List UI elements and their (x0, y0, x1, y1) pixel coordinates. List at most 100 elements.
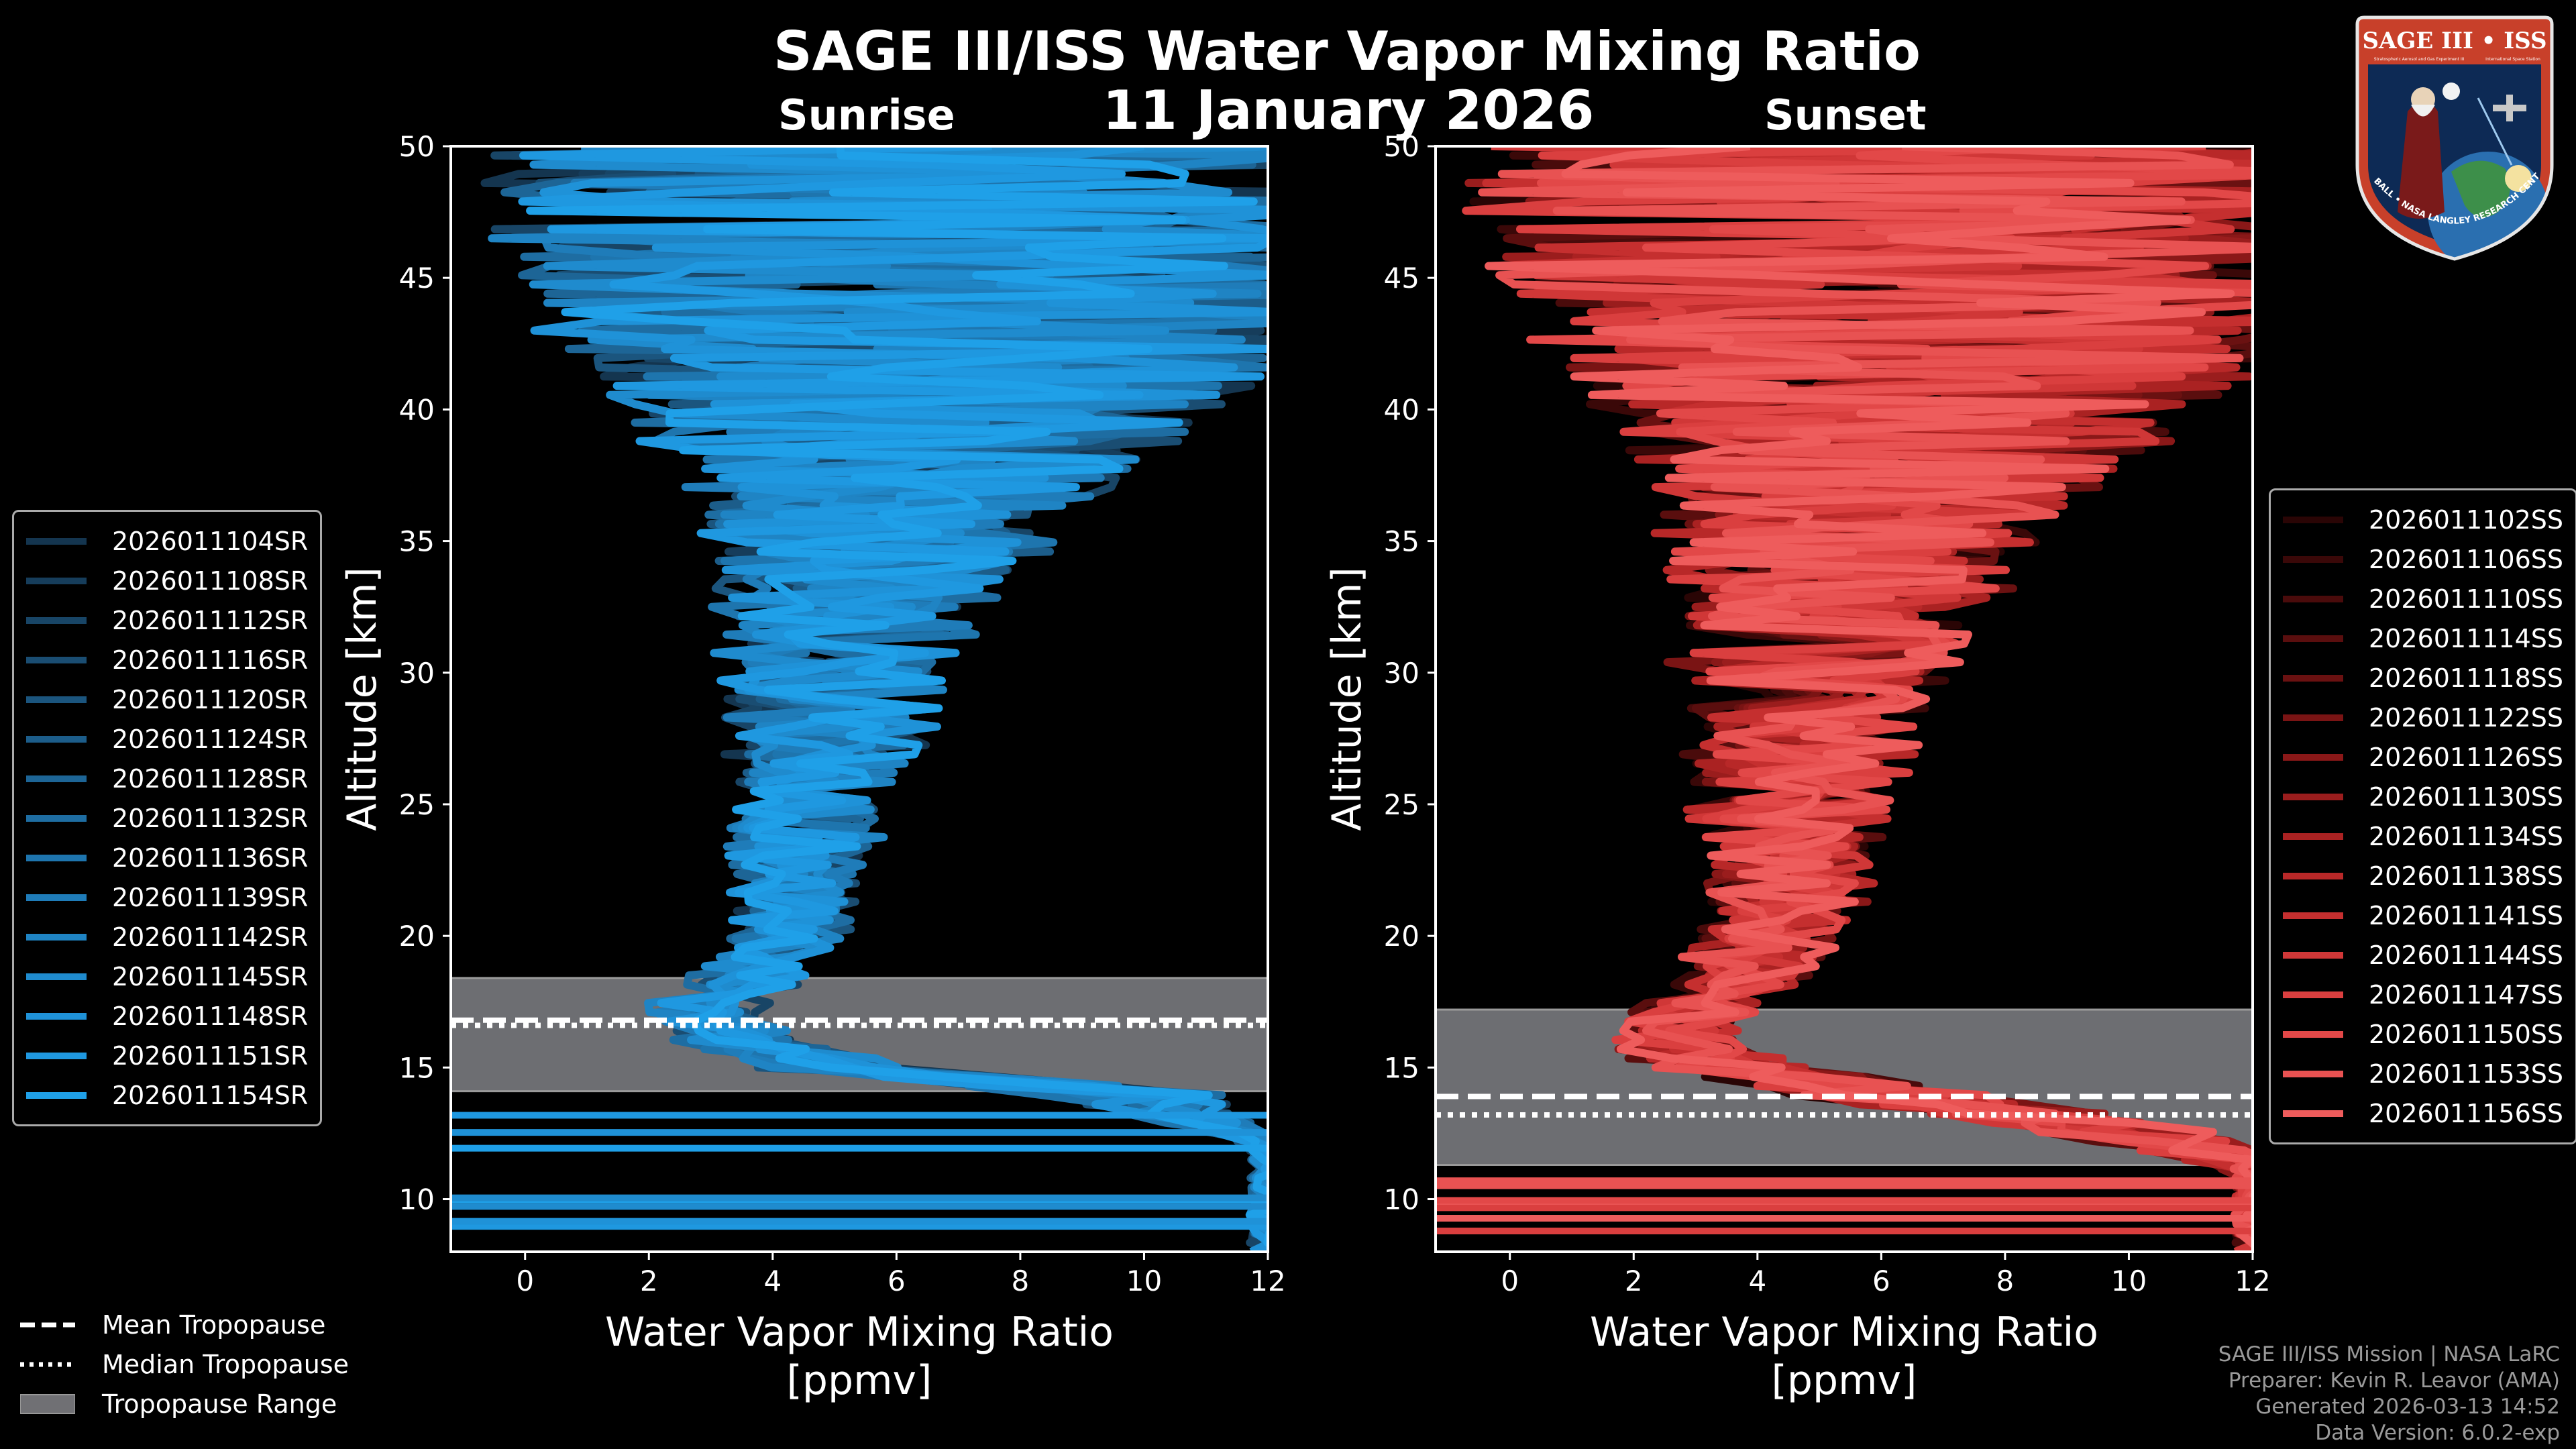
x-tick-label: 6 (1872, 1265, 1890, 1297)
legend-item-2026011126SS: 2026011126SS (2283, 737, 2563, 777)
y-tick-label: 40 (1384, 393, 1419, 426)
legend-item-2026011136SR: 2026011136SR (26, 838, 308, 877)
series-line-2026011156SS (1485, 146, 2253, 1249)
tropopause-range-swatch (20, 1393, 75, 1414)
legend-swatch (26, 1012, 87, 1020)
legend-swatch (2283, 833, 2343, 840)
legend-item-2026011116SR: 2026011116SR (26, 640, 308, 680)
y-tick-label: 10 (399, 1183, 435, 1216)
legend-label: 2026011134SS (2369, 821, 2564, 851)
legend-item-2026011110SS: 2026011110SS (2283, 579, 2563, 619)
x-tick-label: 10 (2111, 1265, 2147, 1297)
y-tick-label: 30 (1384, 657, 1419, 690)
legend-item-2026011118SS: 2026011118SS (2283, 658, 2563, 698)
x-axis-label: Water Vapor Mixing Ratio (1590, 1309, 2098, 1356)
x-tick-label: 8 (1996, 1265, 2015, 1297)
legend-swatch (2283, 516, 2343, 523)
date-title: 11 January 2026 (1102, 79, 1595, 142)
x-tick-label: 0 (516, 1265, 534, 1297)
credit-mission: SAGE III/ISS Mission | NASA LaRC (2218, 1342, 2560, 1366)
legend-swatch (2283, 912, 2343, 919)
legend-swatch (26, 735, 87, 743)
mean-tropopause-label: Mean Tropopause (102, 1309, 326, 1340)
legend-swatch (2283, 1030, 2343, 1038)
legend-swatch (2283, 793, 2343, 800)
legend-item-2026011102SS: 2026011102SS (2283, 500, 2563, 539)
legend-label: 2026011124SR (112, 724, 309, 754)
profile-lines (451, 146, 1268, 1252)
legend-label: 2026011148SR (112, 1001, 309, 1031)
logo-figure (2398, 101, 2445, 219)
logo-text: SAGE III • ISS (2362, 28, 2546, 54)
legend-label: 2026011139SR (112, 882, 309, 912)
legend-label: 2026011130SS (2369, 782, 2564, 812)
legend-swatch (26, 933, 87, 941)
credit-data-version: Data Version: 6.0.2-exp (2315, 1421, 2560, 1445)
legend-item-2026011114SS: 2026011114SS (2283, 619, 2563, 658)
sunrise-legend: 2026011104SR 2026011108SR 2026011112SR 2026… (12, 510, 323, 1126)
legend-item-2026011104SR: 2026011104SR (26, 521, 308, 561)
y-tick-label: 35 (399, 525, 435, 558)
legend-swatch (2283, 674, 2343, 682)
legend-swatch (26, 973, 87, 980)
legend-label: 2026011142SR (112, 922, 309, 952)
legend-swatch (2283, 555, 2343, 563)
legend-label: 2026011114SS (2369, 623, 2564, 653)
y-tick-label: 35 (1384, 525, 1419, 558)
legend-label: 2026011156SS (2369, 1098, 2564, 1128)
x-tick-label: 8 (1012, 1265, 1030, 1297)
legend-tropopause-range: Tropopause Range (20, 1384, 349, 1424)
series-line-2026011153SS (1478, 146, 2253, 1248)
legend-label: 2026011147SS (2369, 979, 2564, 1010)
y-tick-label: 20 (399, 920, 435, 953)
tropopause-range-label: Tropopause Range (102, 1389, 337, 1419)
y-axis-label: Altitude [km] (1324, 567, 1371, 831)
median-tropopause-swatch (20, 1362, 75, 1366)
legend-swatch (2283, 635, 2343, 642)
legend-swatch (26, 775, 87, 782)
legend-label: 2026011128SR (112, 763, 309, 794)
legend-item-2026011148SR: 2026011148SR (26, 996, 308, 1036)
legend-item-2026011153SS: 2026011153SS (2283, 1054, 2563, 1093)
y-tick-label: 15 (1384, 1051, 1419, 1084)
legend-item-2026011139SR: 2026011139SR (26, 877, 308, 917)
credit-generated: Generated 2026-03-13 14:52 (2255, 1395, 2560, 1419)
y-tick-label: 50 (399, 130, 435, 163)
legend-item-2026011106SS: 2026011106SS (2283, 539, 2563, 579)
legend-swatch (26, 854, 87, 861)
x-tick-label: 10 (1126, 1265, 1162, 1297)
credit-preparer: Preparer: Kevin R. Leavor (AMA) (2228, 1368, 2560, 1393)
x-tick-label: 4 (1748, 1265, 1766, 1297)
legend-label: 2026011138SS (2369, 861, 2564, 891)
legend-label: 2026011150SS (2369, 1019, 2564, 1049)
legend-label: 2026011136SR (112, 843, 309, 873)
legend-item-2026011132SR: 2026011132SR (26, 798, 308, 838)
legend-label: 2026011116SR (112, 645, 309, 675)
legend-item-2026011151SR: 2026011151SR (26, 1036, 308, 1075)
legend-label: 2026011106SS (2369, 544, 2564, 574)
legend-label: 2026011126SS (2369, 742, 2564, 772)
x-tick-label: 2 (640, 1265, 658, 1297)
legend-label: 2026011153SS (2369, 1059, 2564, 1089)
legend-swatch (26, 814, 87, 822)
median-tropopause-label: Median Tropopause (102, 1349, 349, 1379)
y-tick-label: 30 (399, 657, 435, 690)
legend-label: 2026011108SR (112, 566, 309, 596)
legend-item-2026011122SS: 2026011122SS (2283, 698, 2563, 737)
legend-item-2026011147SS: 2026011147SS (2283, 975, 2563, 1014)
legend-item-2026011154SR: 2026011154SR (26, 1075, 308, 1115)
y-tick-label: 50 (1384, 130, 1419, 163)
y-tick-label: 45 (1384, 262, 1419, 294)
legend-label: 2026011145SR (112, 961, 309, 991)
logo-moon (2443, 83, 2460, 100)
legend-swatch (26, 537, 87, 545)
logo-subtitle-right: International Space Station (2485, 57, 2540, 62)
legend-label: 2026011141SS (2369, 900, 2564, 930)
legend-label: 2026011112SR (112, 605, 309, 635)
y-tick-label: 40 (399, 393, 435, 426)
legend-swatch (26, 616, 87, 624)
legend-item-2026011144SS: 2026011144SS (2283, 935, 2563, 975)
legend-label: 2026011110SS (2369, 584, 2564, 614)
legend-item-2026011124SR: 2026011124SR (26, 719, 308, 759)
